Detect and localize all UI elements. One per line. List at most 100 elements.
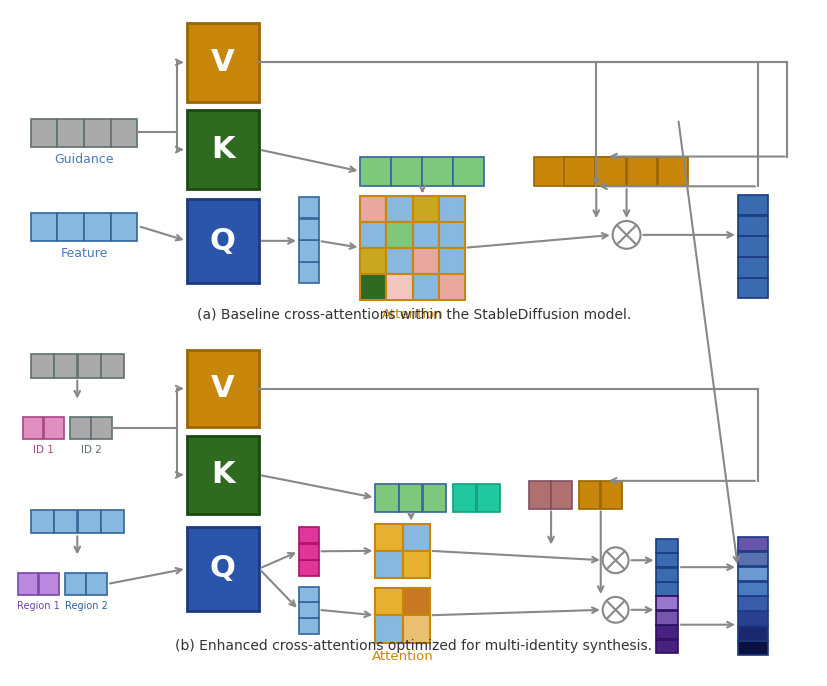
Bar (299, 543, 318, 560)
Bar (422, 156, 452, 187)
Bar (656, 539, 677, 553)
Bar (375, 551, 402, 578)
Bar (101, 354, 124, 378)
Bar (564, 156, 595, 187)
Text: Guidance: Guidance (55, 153, 114, 166)
Text: ID 2: ID 2 (81, 445, 102, 455)
Bar (438, 274, 464, 300)
Bar (412, 222, 438, 248)
Bar (412, 274, 438, 300)
Bar (86, 573, 107, 595)
Text: Attention: Attention (381, 308, 442, 321)
Bar (31, 354, 54, 378)
Bar (578, 481, 600, 508)
Bar (737, 195, 767, 215)
Bar (57, 119, 84, 147)
Bar (111, 213, 137, 241)
Text: V: V (211, 48, 234, 77)
Bar (737, 626, 767, 641)
Bar (78, 510, 101, 534)
Bar (186, 526, 259, 611)
Bar (54, 354, 77, 378)
Bar (299, 602, 318, 618)
Bar (17, 573, 38, 595)
Bar (656, 611, 677, 625)
Text: Q: Q (209, 554, 236, 583)
Text: K: K (211, 135, 234, 164)
Bar (65, 573, 86, 595)
Bar (70, 417, 91, 439)
Bar (375, 588, 402, 615)
Bar (360, 274, 386, 300)
Bar (101, 510, 124, 534)
Bar (627, 156, 657, 187)
Bar (533, 156, 564, 187)
Bar (737, 596, 767, 611)
Bar (412, 248, 438, 274)
Bar (31, 510, 54, 534)
Bar (360, 248, 386, 274)
Bar (299, 527, 318, 543)
Bar (737, 257, 767, 278)
Bar (186, 350, 259, 427)
Bar (386, 248, 412, 274)
Bar (476, 484, 500, 512)
Bar (737, 278, 767, 298)
Text: Feature: Feature (60, 247, 108, 260)
Text: (b) Enhanced cross-attentions optimized for multi-identity synthesis.: (b) Enhanced cross-attentions optimized … (175, 639, 652, 652)
Text: K: K (211, 460, 234, 489)
Bar (186, 436, 259, 514)
Bar (299, 262, 318, 283)
Bar (111, 119, 137, 147)
Text: ID 1: ID 1 (33, 445, 54, 455)
Bar (438, 248, 464, 274)
Bar (386, 222, 412, 248)
Bar (402, 615, 429, 643)
Text: Attention: Attention (371, 650, 433, 663)
Bar (412, 196, 438, 222)
Bar (386, 274, 412, 300)
Bar (31, 213, 57, 241)
Bar (91, 417, 112, 439)
Bar (299, 197, 318, 218)
Bar (375, 615, 402, 643)
Bar (386, 196, 412, 222)
Bar (39, 573, 59, 595)
Bar (299, 618, 318, 634)
Bar (44, 417, 64, 439)
Bar (402, 588, 429, 615)
Text: Region 1: Region 1 (17, 601, 60, 611)
Bar (299, 219, 318, 240)
Bar (595, 156, 625, 187)
Bar (54, 510, 77, 534)
Bar (391, 156, 422, 187)
Bar (737, 641, 767, 655)
Bar (360, 156, 390, 187)
Bar (402, 551, 429, 578)
Bar (737, 611, 767, 626)
Bar (186, 110, 259, 189)
Bar (656, 596, 677, 611)
Bar (31, 119, 57, 147)
Text: Q: Q (209, 227, 236, 256)
Bar (423, 484, 446, 512)
Bar (656, 639, 677, 654)
Bar (438, 222, 464, 248)
Bar (656, 582, 677, 596)
Bar (84, 213, 111, 241)
Text: V: V (211, 374, 234, 403)
Bar (299, 560, 318, 576)
Bar (737, 237, 767, 257)
Bar (656, 625, 677, 639)
Bar (657, 156, 687, 187)
Bar (626, 156, 657, 187)
Bar (57, 213, 84, 241)
Bar (656, 568, 677, 582)
Bar (375, 484, 398, 512)
Bar (299, 240, 318, 261)
Text: Region 2: Region 2 (65, 601, 108, 611)
Bar (656, 554, 677, 567)
Bar (375, 523, 402, 551)
Bar (737, 582, 767, 596)
Text: (a) Baseline cross-attentions within the StableDiffusion model.: (a) Baseline cross-attentions within the… (197, 307, 630, 321)
